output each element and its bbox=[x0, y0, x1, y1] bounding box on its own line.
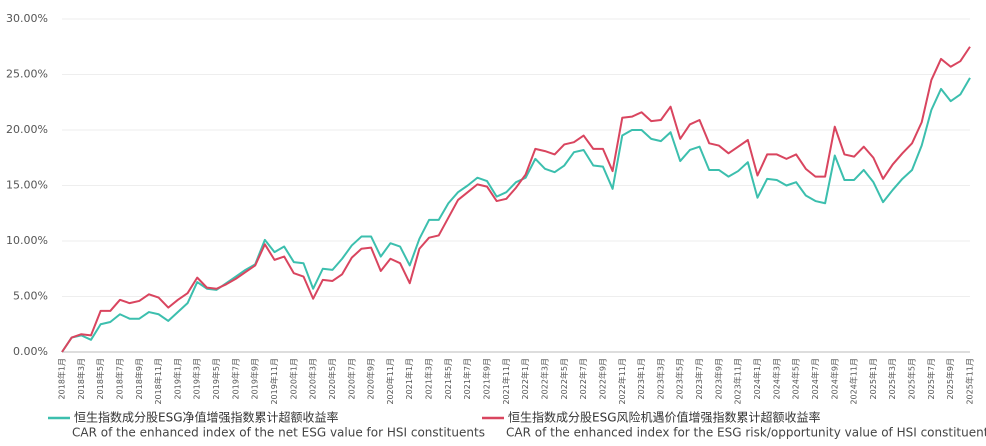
legend-label: 恒生指数成分股ESG风险机遇价值增强指数累计超额收益率 bbox=[508, 410, 821, 425]
x-tick-label: 2024年1月 bbox=[752, 358, 762, 399]
x-tick-label: 2020年7月 bbox=[346, 358, 356, 399]
x-tick-label: 2025年5月 bbox=[907, 358, 917, 399]
x-tick-label: 2022年9月 bbox=[597, 358, 607, 399]
x-tick-label: 2021年9月 bbox=[482, 358, 492, 399]
x-tick-label: 2019年5月 bbox=[211, 358, 221, 399]
x-tick-label: 2022年5月 bbox=[559, 358, 569, 399]
x-tick-label: 2025年7月 bbox=[926, 358, 936, 399]
x-tick-label: 2020年9月 bbox=[366, 358, 376, 399]
x-tick-label: 2019年1月 bbox=[172, 358, 182, 399]
x-tick-label: 2018年11月 bbox=[153, 358, 163, 405]
x-tick-label: 2018年5月 bbox=[95, 358, 105, 399]
x-tick-label: 2021年5月 bbox=[443, 358, 453, 399]
x-tick-label: 2023年5月 bbox=[675, 358, 685, 399]
x-tick-label: 2022年1月 bbox=[520, 358, 530, 399]
x-tick-label: 2019年11月 bbox=[269, 358, 279, 405]
x-tick-label: 2019年9月 bbox=[250, 358, 260, 399]
x-tick-label: 2024年11月 bbox=[849, 358, 859, 405]
series-line bbox=[61, 46, 971, 353]
x-tick-label: 2023年9月 bbox=[713, 358, 723, 399]
x-tick-label: 2022年3月 bbox=[539, 358, 549, 399]
y-tick-label: 0.00% bbox=[13, 345, 48, 358]
x-tick-label: 2018年1月 bbox=[57, 358, 67, 399]
x-tick-label: 2018年7月 bbox=[114, 358, 124, 399]
y-tick-label: 30.00% bbox=[6, 12, 48, 25]
y-tick-label: 5.00% bbox=[13, 290, 48, 303]
x-tick-label: 2023年1月 bbox=[636, 358, 646, 399]
x-tick-label: 2018年9月 bbox=[134, 358, 144, 399]
legend-description: CAR of the enhanced index of the net ESG… bbox=[72, 426, 485, 440]
y-tick-label: 25.00% bbox=[6, 68, 48, 81]
x-tick-label: 2024年7月 bbox=[810, 358, 820, 399]
x-tick-label: 2019年7月 bbox=[230, 358, 240, 399]
x-tick-label: 2025年9月 bbox=[945, 358, 955, 399]
x-tick-label: 2021年1月 bbox=[404, 358, 414, 399]
x-tick-label: 2019年3月 bbox=[192, 358, 202, 399]
x-tick-label: 2023年11月 bbox=[733, 358, 743, 405]
x-tick-label: 2021年11月 bbox=[501, 358, 511, 405]
x-tick-label: 2025年11月 bbox=[965, 358, 975, 405]
x-tick-label: 2020年5月 bbox=[327, 358, 337, 399]
x-tick-label: 2024年5月 bbox=[791, 358, 801, 399]
x-tick-label: 2018年3月 bbox=[76, 358, 86, 399]
x-tick-label: 2024年9月 bbox=[829, 358, 839, 399]
x-tick-label: 2020年1月 bbox=[288, 358, 298, 399]
legend-description: CAR of the enhanced index for the ESG ri… bbox=[506, 426, 986, 440]
x-tick-label: 2023年3月 bbox=[655, 358, 665, 399]
x-tick-label: 2021年3月 bbox=[424, 358, 434, 399]
legend-label: 恒生指数成分股ESG净值增强指数累计超额收益率 bbox=[74, 410, 339, 425]
x-tick-label: 2023年7月 bbox=[694, 358, 704, 399]
x-tick-label: 2021年7月 bbox=[462, 358, 472, 399]
x-tick-label: 2020年11月 bbox=[385, 358, 395, 405]
x-tick-label: 2024年3月 bbox=[771, 358, 781, 399]
x-tick-label: 2022年11月 bbox=[617, 358, 627, 405]
x-tick-label: 2022年7月 bbox=[578, 358, 588, 399]
x-tick-label: 2020年3月 bbox=[308, 358, 318, 399]
x-tick-label: 2025年1月 bbox=[868, 358, 878, 399]
x-tick-label: 2025年3月 bbox=[887, 358, 897, 399]
series-line bbox=[61, 77, 971, 353]
y-tick-label: 10.00% bbox=[6, 234, 48, 247]
y-tick-label: 15.00% bbox=[6, 179, 48, 192]
y-tick-label: 20.00% bbox=[6, 123, 48, 136]
